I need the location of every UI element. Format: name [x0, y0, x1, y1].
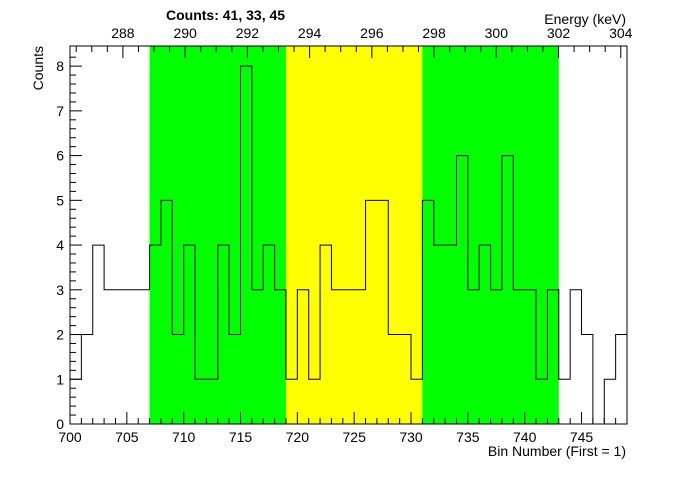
y-tick-label: 3 — [56, 282, 64, 298]
x-tick-label: 700 — [58, 429, 82, 445]
x-tick-label: 745 — [570, 429, 594, 445]
x-tick-label: 705 — [115, 429, 139, 445]
y-tick-label: 7 — [56, 103, 64, 119]
top-tick-label: 296 — [360, 25, 384, 41]
histogram-line — [70, 65, 627, 425]
x-axis-label: Bin Number (First = 1) — [488, 443, 626, 459]
x-tick-label: 710 — [172, 429, 196, 445]
top-tick-label: 290 — [173, 25, 197, 41]
y-tick-label: 0 — [56, 416, 64, 432]
region-band-2 — [285, 46, 423, 424]
top-tick-label: 300 — [485, 25, 509, 41]
plot-frame — [69, 45, 628, 425]
x-tick-label: 720 — [286, 429, 310, 445]
y-tick-label: 2 — [56, 327, 64, 343]
y-tick-label: 1 — [56, 371, 64, 387]
y-tick-label: 5 — [56, 192, 64, 208]
x-tick-label: 725 — [343, 429, 367, 445]
top-tick-label: 304 — [609, 25, 633, 41]
top-tick-label: 294 — [298, 25, 322, 41]
y-tick-label: 8 — [56, 58, 64, 74]
x-tick-label: 735 — [456, 429, 480, 445]
top-tick-label: 292 — [236, 25, 260, 41]
y-tick-label: 4 — [56, 237, 64, 253]
chart-title: Counts: 41, 33, 45 — [166, 7, 285, 23]
highlight-regions — [149, 46, 559, 424]
top-tick-label: 288 — [111, 25, 135, 41]
x-tick-label: 715 — [229, 429, 253, 445]
top-tick-label: 298 — [422, 25, 446, 41]
x-tick-label: 730 — [399, 429, 423, 445]
x-tick-label: 740 — [513, 429, 537, 445]
y-tick-label: 6 — [56, 148, 64, 164]
region-band-3 — [422, 46, 559, 424]
top-tick-label: 302 — [547, 25, 571, 41]
y-axis-label: Counts — [30, 46, 46, 90]
axes: 700 705 710 715 720 725 730 735 740 745 0 1 2 3 4 5 6 7 8 2… — [56, 25, 632, 445]
top-axis-label: Energy (keV) — [544, 11, 626, 27]
